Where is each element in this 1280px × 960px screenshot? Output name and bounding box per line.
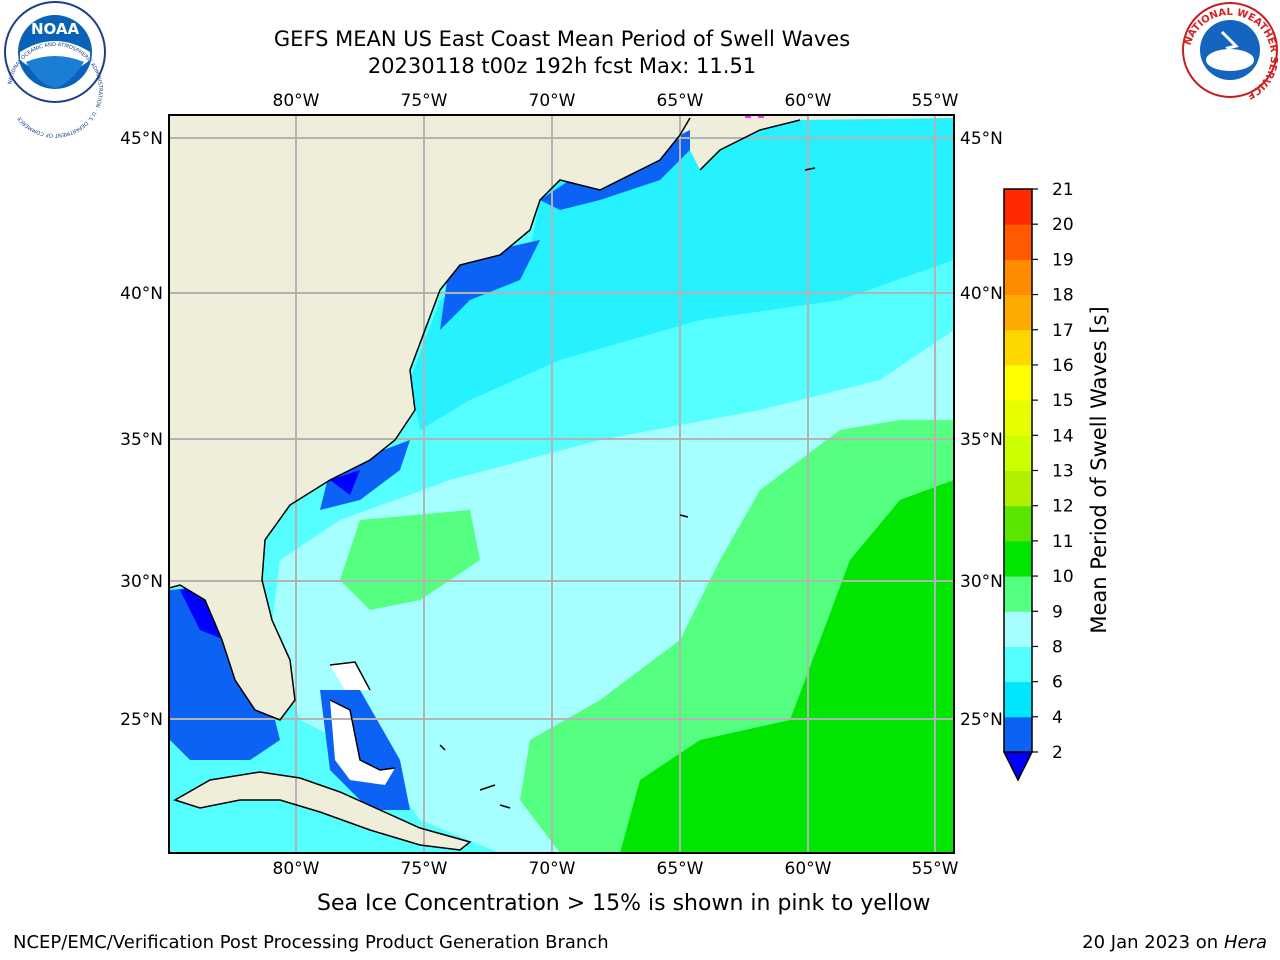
- colorbar-tick-label: 9: [1052, 602, 1063, 622]
- lat-labels-left: 45°N 40°N 35°N 30°N 25°N: [120, 129, 163, 730]
- colorbar-frame: [1003, 188, 1033, 753]
- lat-label-left: 40°N: [120, 284, 163, 304]
- colorbar-tick-label: 21: [1052, 180, 1074, 200]
- noaa-logo: NOAA NATIONAL OCEANIC AND ATMOSPHERIC AD…: [4, 1, 106, 138]
- colorbar-ticks: 2 4 6 8 9 10 11 12 13 14 15 16 17 18 19 20 21: [1032, 180, 1074, 763]
- colorbar-tick-label: 16: [1052, 356, 1074, 376]
- lon-label-top: 60°W: [785, 91, 832, 111]
- colorbar-segment: [1004, 259, 1032, 296]
- lat-label-right: 35°N: [960, 430, 1003, 450]
- colorbar-segment: [1004, 329, 1032, 366]
- colorbar-tick-label: 15: [1052, 391, 1074, 411]
- noaa-logo-text: NOAA: [31, 20, 80, 38]
- colorbar-segment: [1004, 611, 1032, 647]
- lon-label-bottom: 65°W: [657, 859, 704, 879]
- lon-label-top: 80°W: [273, 91, 320, 111]
- lat-label-right: 25°N: [960, 710, 1003, 730]
- colorbar-segment: [1004, 716, 1032, 753]
- colorbar-tick-label: 2: [1052, 743, 1063, 763]
- lon-label-bottom: 75°W: [401, 859, 448, 879]
- lat-label-left: 35°N: [120, 430, 163, 450]
- colorbar-tick-label: 4: [1052, 708, 1063, 728]
- colorbar-tick-label: 8: [1052, 637, 1063, 657]
- lat-label-right: 30°N: [960, 572, 1003, 592]
- colorbar-segment: [1004, 505, 1032, 542]
- nws-logo: NATIONAL WEATHER SERVICE: [1182, 2, 1279, 101]
- lon-label-bottom: 60°W: [785, 859, 832, 879]
- colorbar-tick-label: 14: [1052, 426, 1074, 446]
- map-frame: [168, 114, 955, 854]
- colorbar-title: Mean Period of Swell Waves [s]: [1087, 306, 1111, 633]
- colorbar-tick-label: 10: [1052, 567, 1074, 587]
- lon-label-bottom: 70°W: [529, 859, 576, 879]
- colorbar-segment: [1004, 294, 1032, 331]
- colorbar-segment: [1004, 435, 1032, 471]
- colorbar-segment: [1004, 576, 1032, 612]
- colorbar-segment: [1004, 470, 1032, 507]
- colorbar-segment: [1004, 224, 1032, 260]
- lat-label-right: 40°N: [960, 284, 1003, 304]
- plot-title: GEFS MEAN US East Coast Mean Period of S…: [273, 27, 851, 51]
- colorbar-tick-label: 18: [1052, 286, 1074, 306]
- lat-labels-right: 45°N 40°N 35°N 30°N 25°N: [960, 129, 1003, 730]
- footer-credit: NCEP/EMC/Verification Post Processing Pr…: [13, 932, 609, 953]
- colorbar-tick-label: 11: [1052, 532, 1074, 552]
- colorbar-segment: [1004, 189, 1032, 225]
- lon-label-bottom: 55°W: [912, 859, 959, 879]
- colorbar-tick-label: 13: [1052, 462, 1074, 482]
- colorbar-underflow-arrow: [1002, 751, 1034, 782]
- colorbar-segment: [1004, 646, 1032, 683]
- colorbar-tick-label: 12: [1052, 497, 1074, 517]
- colorbar-segment: [1004, 364, 1032, 401]
- footer-date: 20 Jan 2023 on Hera: [1082, 932, 1267, 953]
- colorbar-tick-label: 6: [1052, 673, 1063, 693]
- lon-labels-top: 80°W 75°W 70°W 65°W 60°W 55°W: [273, 91, 959, 111]
- lat-label-right: 45°N: [960, 129, 1003, 149]
- lat-label-left: 30°N: [120, 572, 163, 592]
- footer-date-text: 20 Jan 2023 on: [1082, 932, 1224, 953]
- colorbar-segment: [1004, 400, 1032, 436]
- plot-subtitle: 20230118 t00z 192h fcst Max: 11.51: [367, 54, 757, 78]
- colorbar-tick-label: 19: [1052, 250, 1074, 270]
- lon-label-top: 70°W: [529, 91, 576, 111]
- lon-label-top: 75°W: [401, 91, 448, 111]
- lat-label-left: 45°N: [120, 129, 163, 149]
- colorbar-segment: [1004, 540, 1032, 577]
- lat-label-left: 25°N: [120, 710, 163, 730]
- colorbar-tick-label: 20: [1052, 215, 1074, 235]
- lon-labels-bottom: 80°W 75°W 70°W 65°W 60°W 55°W: [273, 859, 959, 879]
- sea-ice-caption: Sea Ice Concentration > 15% is shown in …: [317, 891, 931, 916]
- footer-host: Hera: [1223, 932, 1267, 953]
- lon-label-top: 55°W: [912, 91, 959, 111]
- colorbar: [1002, 189, 1034, 782]
- lon-label-bottom: 80°W: [273, 859, 320, 879]
- colorbar-segment: [1004, 681, 1032, 718]
- lon-label-top: 65°W: [657, 91, 704, 111]
- map-area: [169, 115, 954, 853]
- colorbar-tick-label: 17: [1052, 321, 1074, 341]
- graticule: [169, 115, 954, 853]
- coastlines: [169, 117, 816, 851]
